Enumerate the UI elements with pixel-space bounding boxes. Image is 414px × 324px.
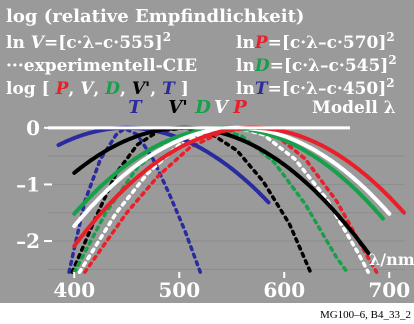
header-right2-sup: 2 [386,30,394,44]
header-left4-d: D [104,79,120,99]
peak-label: V [214,97,230,118]
footer-background [0,303,414,324]
header-left4-sep1: , [68,79,74,99]
y-tick-label: –2 [16,229,40,253]
x-tick-label: 700 [368,278,410,302]
header-right4-var: T [255,79,269,99]
header-left4: log [ P, V, D, V', T ] [6,79,189,99]
header-right3-sup: 2 [388,53,396,67]
x-tick-label: 600 [263,278,305,302]
header-left2: ln V=[c·λ–c·555]2 [6,30,171,53]
header-left4-p: P [55,79,70,99]
chart-axes: 0 –1 –2 400 500 600 700 [16,116,410,302]
header-right3-prefix: ln [236,56,255,76]
x-tick-label: 500 [158,278,200,302]
model-label: Modell λ [312,98,396,118]
header-left4-sep2: , [93,79,99,99]
header-right3: lnD=[c·λ–c·545]2 [236,53,397,76]
header-left4-open: log [ [6,79,50,99]
header-right4-sup: 2 [386,76,394,90]
header-left4-t: T [162,79,176,99]
header-left2-eq: =[c·λ–c·555] [44,33,163,53]
peak-label: V' [168,97,187,118]
y-tick-label: 0 [26,116,40,140]
x-tick-label: 400 [53,278,95,302]
header-left4-close: ] [181,79,189,99]
header-left4-sep4: , [150,79,156,99]
header-right4-prefix: ln [236,79,255,99]
header-line1: log (relative Empfindlichkeit) [6,6,304,27]
header-left2-prefix: ln [6,33,25,53]
header-left3: ···experimentell-CIE [6,56,197,76]
header-left4-v: V [80,79,95,99]
header-right2-var: P [254,33,269,53]
x-axis-label: λ/nm [369,250,414,269]
chart-peak-labels: T V' D V P [128,97,247,118]
header-right4: lnT=[c·λ–c·450]2 [236,76,395,99]
series-solid-t [56,125,271,205]
header-right2-prefix: ln [236,33,255,53]
header-left2-sup: 2 [163,30,171,44]
peak-label: D [194,97,211,118]
peak-label: T [128,97,143,118]
footer-caption: MG100–6, B4_33_2 [320,309,411,321]
series-dotted-t [67,126,203,274]
peak-label: P [232,97,247,118]
header-right4-eq: =[c·λ–c·450] [267,79,386,99]
header-left4-vp: V' [132,79,150,99]
header-right2-eq: =[c·λ–c·570] [268,33,387,53]
header-right2: lnP=[c·λ–c·570]2 [236,30,395,53]
header-left4-sep3: , [120,79,126,99]
y-tick-label: –1 [16,172,40,196]
header-right3-eq: =[c·λ–c·545] [270,56,389,76]
header-right3-var: D [254,56,270,76]
header-left2-var: V [31,33,46,53]
